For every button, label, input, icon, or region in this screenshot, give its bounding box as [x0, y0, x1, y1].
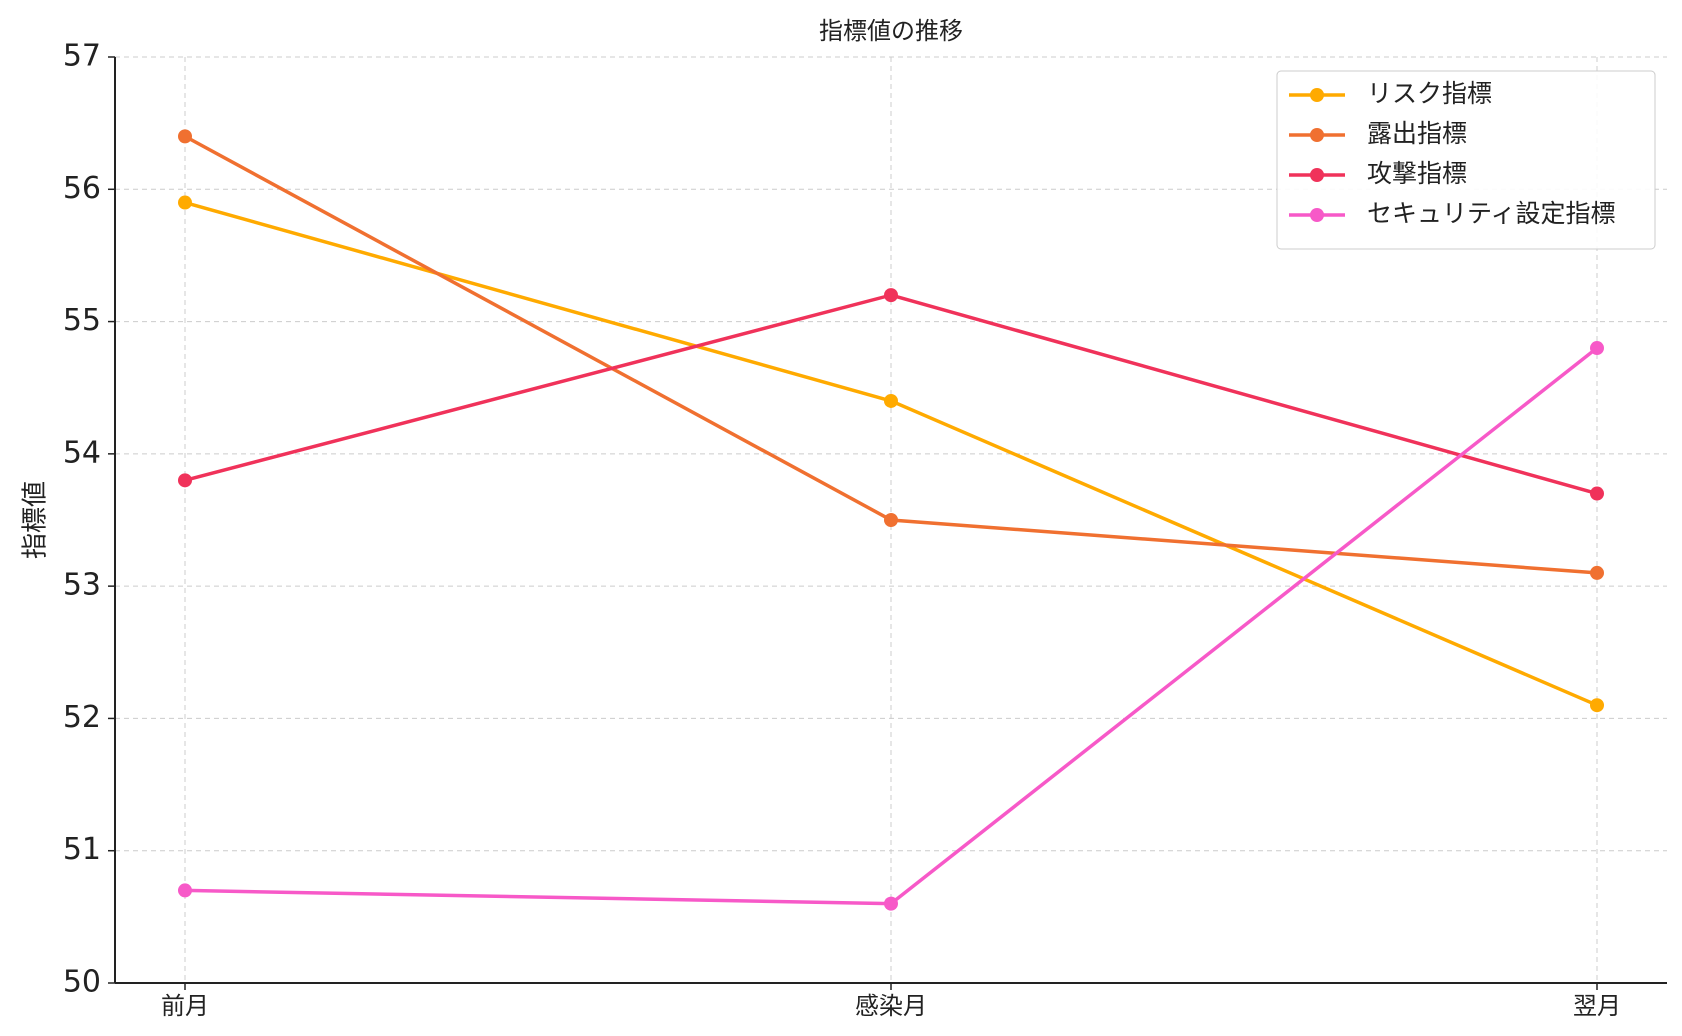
y-tick-label: 50	[63, 965, 101, 1000]
y-tick-label: 51	[63, 832, 101, 867]
y-tick-label: 54	[63, 435, 101, 470]
legend-box	[1276, 70, 1656, 250]
y-tick-label: 57	[63, 39, 101, 74]
data-point	[1590, 486, 1604, 501]
data-point	[884, 393, 898, 408]
chart-title: 指標値の推移	[819, 17, 963, 45]
y-tick-label: 56	[63, 171, 101, 206]
legend-label: 露出指標	[1367, 119, 1467, 148]
data-point	[884, 896, 898, 911]
x-tick-label: 感染月	[855, 992, 927, 1020]
x-tick-label: 翌月	[1573, 992, 1621, 1020]
legend-marker	[1310, 208, 1324, 222]
legend-marker	[1310, 128, 1324, 142]
legend-label: セキュリティ設定指標	[1367, 199, 1616, 228]
data-point	[178, 883, 192, 898]
data-point	[178, 473, 192, 488]
y-axis-label: 指標値	[21, 481, 51, 559]
data-point	[884, 513, 898, 527]
data-point	[1590, 698, 1604, 713]
legend-label: リスク指標	[1367, 79, 1492, 108]
y-tick-label: 53	[63, 568, 101, 603]
data-point	[1590, 341, 1604, 356]
legend-marker	[1310, 168, 1324, 182]
legend-marker	[1310, 88, 1324, 102]
y-tick-label: 52	[63, 700, 101, 735]
data-point	[1590, 565, 1604, 580]
data-point	[178, 195, 192, 210]
legend-label: 攻撃指標	[1367, 159, 1467, 188]
data-point	[178, 129, 192, 144]
y-tick-label: 55	[63, 303, 101, 338]
x-tick-label: 前月	[161, 992, 209, 1020]
data-point	[884, 288, 898, 303]
